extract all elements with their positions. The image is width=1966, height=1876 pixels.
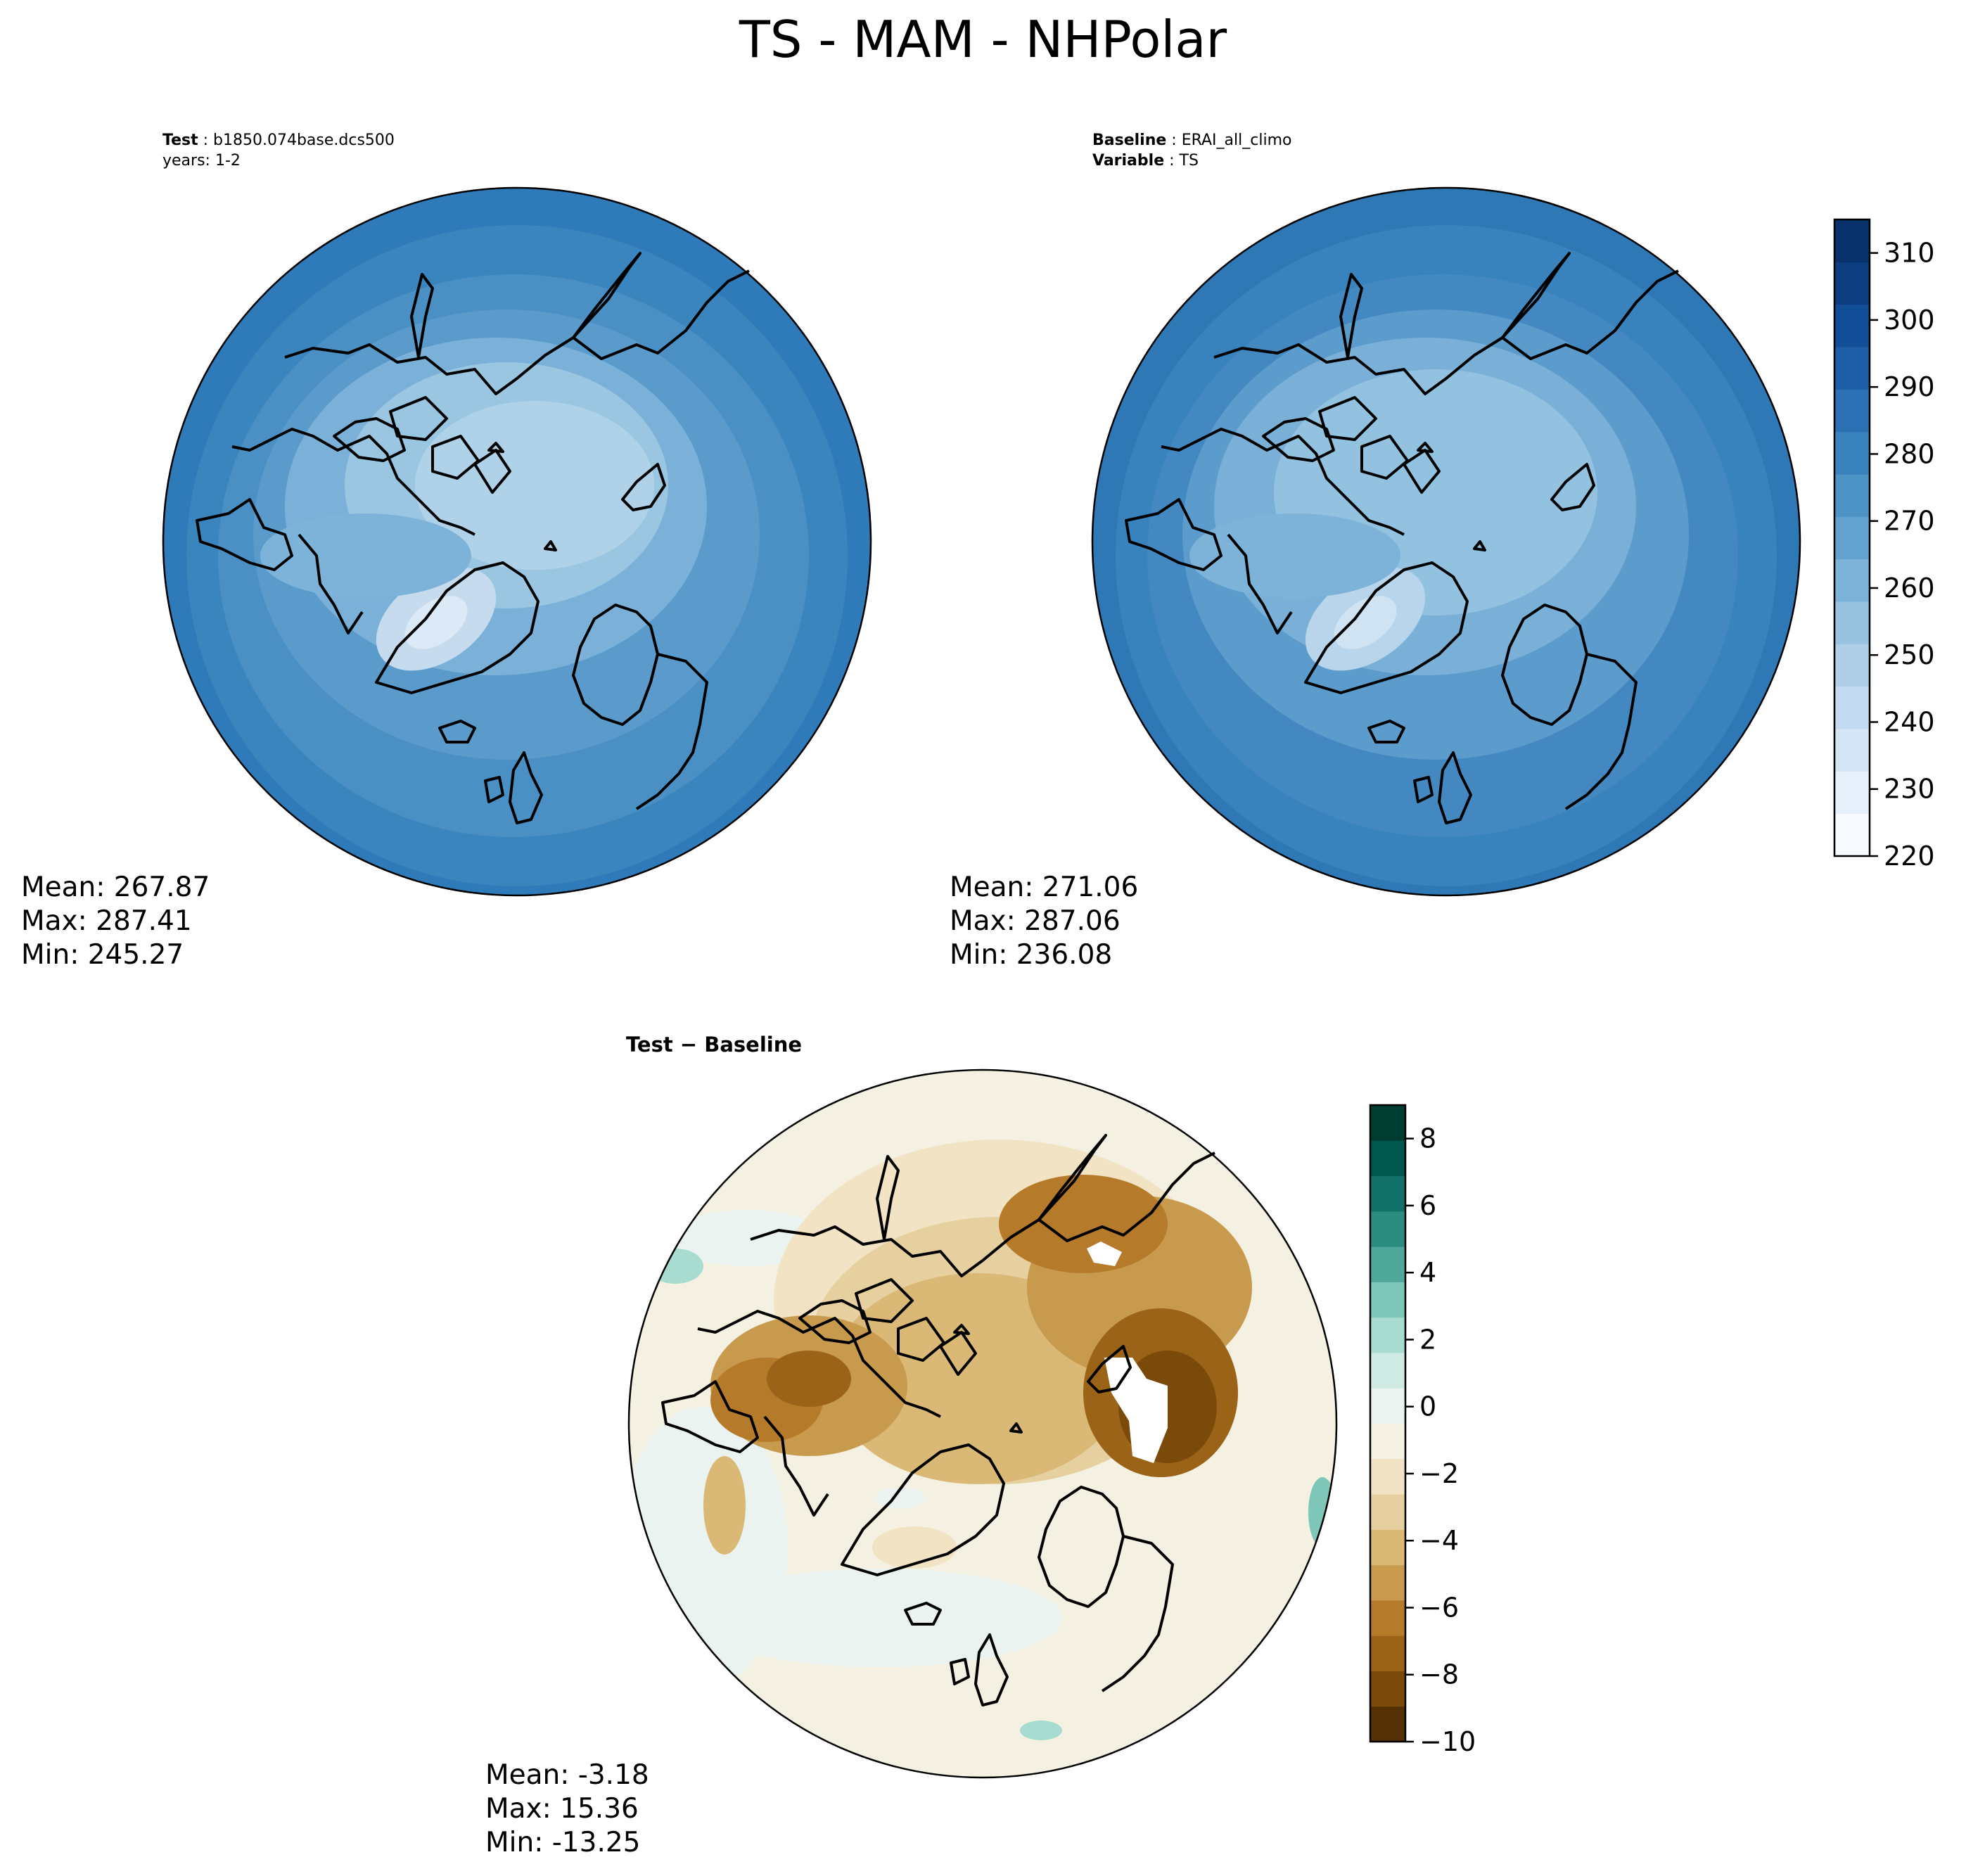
- difference-colorbar-tick-label: −10: [1419, 1726, 1476, 1757]
- difference-colorbar-segment: [1370, 1388, 1405, 1424]
- difference-colorbar-tick-label: −6: [1419, 1592, 1459, 1623]
- difference-colorbar-segment: [1370, 1352, 1405, 1389]
- field-colorbar-frame: [1833, 218, 1871, 857]
- field-colorbar-segment: [1834, 559, 1870, 602]
- field-colorbar-segment: [1834, 771, 1870, 815]
- field-colorbar-segment: [1834, 644, 1870, 687]
- difference-colorbar-segment: [1370, 1458, 1405, 1495]
- field-colorbar-segment: [1834, 431, 1870, 475]
- field-colorbar-segment: [1834, 389, 1870, 433]
- field-colorbar-segment: [1834, 686, 1870, 729]
- difference-mean: Mean: -3.18: [485, 1759, 649, 1791]
- field-colorbar-tick-label: 220: [1884, 841, 1935, 872]
- field-colorbar-tick-label: 290: [1884, 371, 1935, 402]
- difference-stats: Mean: -3.18 Max: 15.36 Min: -13.25: [485, 1759, 649, 1860]
- difference-colorbar-frame: [1369, 1104, 1407, 1743]
- field-colorbar-segment: [1834, 729, 1870, 772]
- field-colorbar-tick-label: 250: [1884, 639, 1935, 670]
- field-colorbar-segment: [1834, 474, 1870, 517]
- difference-colorbar-segment: [1370, 1140, 1405, 1177]
- difference-map: [627, 1068, 1338, 1779]
- field-colorbar-segment: [1834, 813, 1870, 857]
- test-max: Max: 287.41: [21, 905, 192, 937]
- difference-colorbar-segment: [1370, 1317, 1405, 1353]
- difference-colorbar-tick-label: −2: [1419, 1458, 1459, 1489]
- difference-colorbar-tick-label: 6: [1419, 1190, 1436, 1221]
- field-colorbar: 220 230 240 250 260 270 280 290 300 310: [1833, 218, 1935, 872]
- baseline-map: [1091, 186, 1801, 897]
- test-label: Test: [162, 132, 198, 149]
- field-colorbar-segment: [1834, 601, 1870, 644]
- field-colorbar-tick-label: 300: [1884, 305, 1935, 336]
- variable-label: Variable: [1092, 152, 1165, 170]
- baseline-label: Baseline: [1092, 132, 1167, 149]
- baseline-mean: Mean: 271.06: [950, 872, 1139, 903]
- baseline-panel-header: Baseline : ERAI_all_climo Variable : TS: [1092, 132, 1292, 170]
- difference-colorbar-tick-label: 2: [1419, 1324, 1436, 1355]
- field-colorbar-segment: [1834, 304, 1870, 347]
- field-colorbar-tick-label: 310: [1884, 238, 1935, 269]
- difference-min: Min: -13.25: [485, 1827, 641, 1858]
- test-stats: Mean: 267.87 Max: 287.41 Min: 245.27: [21, 871, 210, 972]
- difference-colorbar-segment: [1370, 1105, 1405, 1141]
- field-colorbar-segment: [1834, 262, 1870, 305]
- field-colorbar-tick-label: 280: [1884, 438, 1935, 469]
- field-colorbar-segment: [1834, 219, 1870, 262]
- field-colorbar-segment: [1834, 516, 1870, 560]
- test-mean: Mean: 267.87: [21, 872, 210, 903]
- field-colorbar-tick-label: 240: [1884, 706, 1935, 737]
- difference-colorbar-tick-label: 8: [1419, 1123, 1436, 1154]
- difference-colorbar-segment: [1370, 1529, 1405, 1566]
- difference-colorbar-tick-label: −4: [1419, 1525, 1459, 1556]
- baseline-min: Min: 236.08: [950, 939, 1113, 971]
- difference-colorbar: −10 −8 −6 −4 −2 0 2 4 6 8: [1369, 1104, 1476, 1757]
- difference-colorbar-segment: [1370, 1494, 1405, 1530]
- figure-title: TS - MAM - NHPolar: [739, 10, 1227, 69]
- difference-colorbar-segment: [1370, 1282, 1405, 1318]
- difference-max: Max: 15.36: [485, 1793, 639, 1825]
- difference-colorbar-segment: [1370, 1600, 1405, 1636]
- difference-title: Test − Baseline: [626, 1033, 803, 1057]
- difference-colorbar-tick-label: −8: [1419, 1659, 1459, 1690]
- difference-colorbar-segment: [1370, 1246, 1405, 1282]
- field-colorbar-tick-label: 230: [1884, 774, 1935, 805]
- difference-colorbar-segment: [1370, 1564, 1405, 1601]
- baseline-case-name: ERAI_all_climo: [1181, 132, 1292, 149]
- difference-colorbar-tick-label: 4: [1419, 1257, 1436, 1288]
- field-colorbar-segment: [1834, 347, 1870, 390]
- difference-colorbar-segment: [1370, 1175, 1405, 1212]
- test-min: Min: 245.27: [21, 939, 184, 971]
- field-colorbar-tick-label: 260: [1884, 573, 1935, 604]
- difference-colorbar-segment: [1370, 1671, 1405, 1707]
- baseline-max: Max: 287.06: [950, 905, 1121, 937]
- test-case-name: b1850.074base.dcs500: [213, 132, 395, 149]
- difference-colorbar-segment: [1370, 1706, 1405, 1742]
- variable-name: TS: [1179, 152, 1199, 170]
- difference-colorbar-segment: [1370, 1211, 1405, 1247]
- baseline-stats: Mean: 271.06 Max: 287.06 Min: 236.08: [950, 871, 1138, 972]
- test-map: [162, 186, 872, 897]
- difference-colorbar-segment: [1370, 1423, 1405, 1460]
- field-colorbar-tick-label: 270: [1884, 506, 1935, 537]
- test-panel-header: Test : b1850.074base.dcs500 years: 1-2: [162, 132, 395, 170]
- difference-colorbar-tick-label: 0: [1419, 1391, 1436, 1422]
- difference-colorbar-segment: [1370, 1635, 1405, 1671]
- test-years: years: 1-2: [162, 152, 241, 170]
